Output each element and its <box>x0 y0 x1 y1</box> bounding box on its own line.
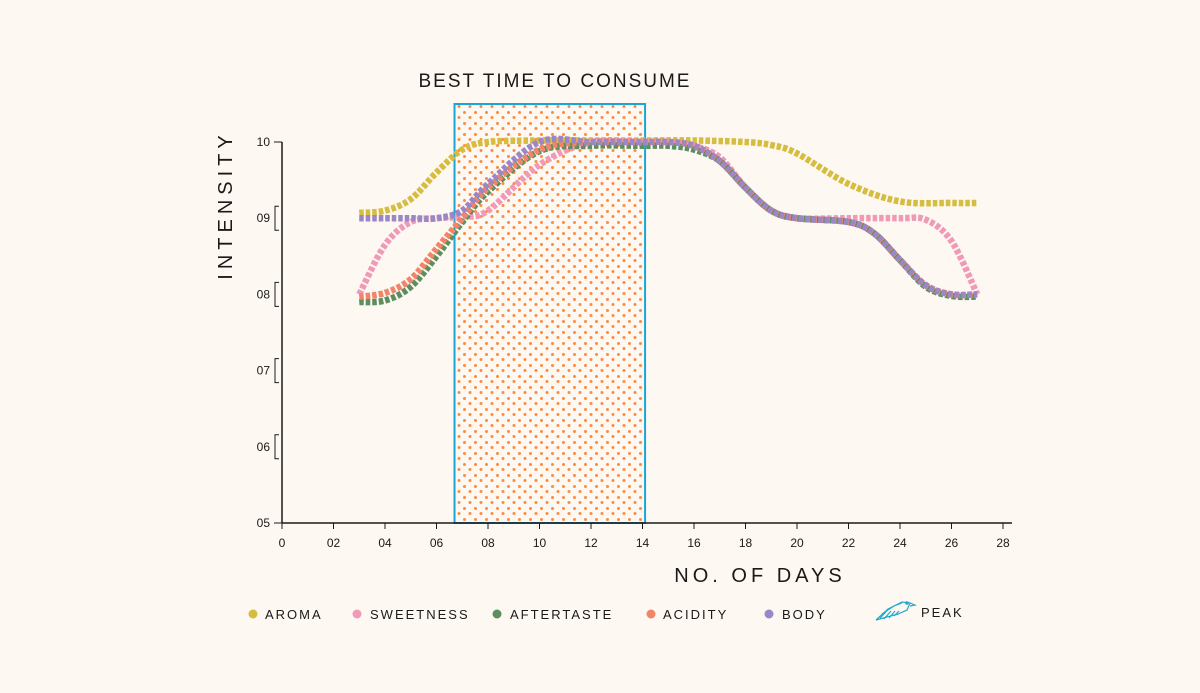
y-tick-bracket <box>274 205 279 231</box>
legend-swatch-body <box>764 609 774 619</box>
x-tick-label: 06 <box>430 536 444 550</box>
legend-swatch-aftertaste <box>492 609 502 619</box>
chart-title: BEST TIME TO CONSUME <box>419 71 692 92</box>
legend-item-body: BODY <box>764 607 827 622</box>
legend-item-peak: PEAK <box>875 601 964 621</box>
series-lines <box>356 135 981 306</box>
x-tick-label: 28 <box>996 536 1010 550</box>
y-tick-bracket <box>274 358 279 384</box>
legend: AROMA SWEETNESS AFTERTASTE ACIDITY BODY <box>248 601 964 622</box>
legend-label-acidity: ACIDITY <box>663 607 728 622</box>
x-tick-label: 10 <box>533 536 547 550</box>
legend-swatch-sweetness <box>352 609 362 619</box>
legend-item-sweetness: SWEETNESS <box>352 607 470 622</box>
highlight-band <box>453 103 647 524</box>
x-axis-label: NO. OF DAYS <box>674 565 845 587</box>
legend-label-aftertaste: AFTERTASTE <box>510 607 613 622</box>
legend-swatch-aroma <box>248 609 258 619</box>
x-tick-label: 20 <box>790 536 804 550</box>
y-tick-bracket <box>274 434 279 460</box>
legend-label-aroma: AROMA <box>265 607 323 622</box>
best-time-highlight <box>453 103 647 524</box>
legend-item-aroma: AROMA <box>248 607 323 622</box>
y-axis-label: INTENSITY <box>215 130 237 279</box>
legend-label-sweetness: SWEETNESS <box>370 607 470 622</box>
y-tick-label: 09 <box>257 211 271 225</box>
series-line-aftertaste <box>359 142 978 306</box>
x-tick-label: 18 <box>739 536 753 550</box>
y-tick-label: 08 <box>257 287 271 301</box>
x-tick-label: 08 <box>481 536 495 550</box>
x-tick-label: 26 <box>945 536 959 550</box>
y-tick-label: 05 <box>257 516 271 530</box>
y-tick-bracket <box>274 281 279 307</box>
x-tick-label: 02 <box>327 536 341 550</box>
series-line-body <box>359 135 978 299</box>
x-tick-label: 12 <box>584 536 598 550</box>
y-tick-label: 10 <box>257 135 271 149</box>
legend-label-peak: PEAK <box>921 605 964 620</box>
y-tick-label: 07 <box>257 364 271 378</box>
series-line-aroma <box>358 137 978 217</box>
x-tick-label: 24 <box>893 536 907 550</box>
x-tick-label: 16 <box>687 536 701 550</box>
legend-label-body: BODY <box>782 607 827 622</box>
legend-item-acidity: ACIDITY <box>646 607 728 622</box>
axes: 0 02 04 06 08 10 12 14 16 18 20 22 24 26 28 05 06 07 08 09 1… <box>257 135 1012 550</box>
x-tick-label: 04 <box>378 536 392 550</box>
x-tick-label: 14 <box>636 536 650 550</box>
bird-icon <box>875 601 918 621</box>
legend-swatch-acidity <box>646 609 656 619</box>
x-tick-label: 22 <box>842 536 856 550</box>
legend-item-aftertaste: AFTERTASTE <box>492 607 613 622</box>
x-tick-label: 0 <box>279 536 286 550</box>
y-tick-label: 06 <box>257 440 271 454</box>
series-line-acidity <box>358 138 978 300</box>
